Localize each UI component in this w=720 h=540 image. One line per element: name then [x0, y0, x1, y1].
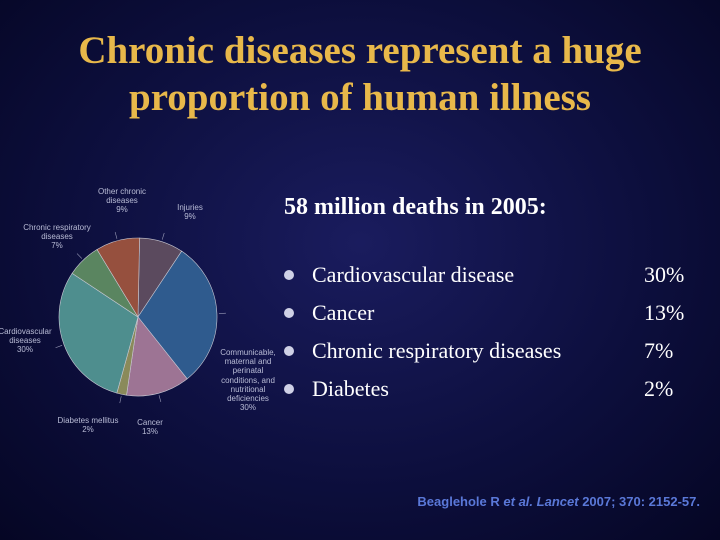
list-item-label: Cardiovascular disease: [312, 262, 515, 287]
list-item-value: 30%: [644, 262, 685, 287]
list-item: Cardiovascular disease 30%: [284, 256, 704, 294]
slide-title: Chronic diseases represent a huge propor…: [0, 28, 720, 122]
pie-slice-label: Injuries 9%: [177, 203, 203, 222]
pie-svg: [55, 231, 226, 404]
list-item-label: Chronic respiratory diseases: [312, 338, 562, 363]
pie-slice-label: Cancer 13%: [137, 418, 163, 437]
pie-leader-line: [76, 253, 83, 259]
pie-leader-line: [114, 231, 118, 239]
list-item-value: 7%: [644, 338, 674, 363]
pie-slice-label: Cardiovascular diseases 30%: [0, 327, 52, 355]
pie-leader-line: [161, 232, 165, 240]
disease-list: Cardiovascular disease 30% Cancer 13% Ch…: [284, 256, 704, 408]
pie-slice: [96, 237, 140, 319]
pie-slice: [126, 316, 188, 397]
list-item: Diabetes 2%: [284, 370, 704, 408]
pie-leader-line: [158, 395, 162, 403]
citation-ref: 2007; 370: 2152-57.: [582, 494, 700, 509]
pie-slice-label: Diabetes mellitus 2%: [57, 416, 119, 435]
bullet-icon: [284, 384, 294, 394]
list-item: Chronic respiratory diseases 7%: [284, 332, 704, 370]
pie-leader-line: [119, 396, 122, 404]
citation: Beaglehole R et al. Lancet 2007; 370: 21…: [417, 494, 700, 509]
list-item-label: Cancer: [312, 300, 375, 325]
pie-slice-label: Other chronic diseases 9%: [97, 187, 147, 215]
list-item-value: 13%: [644, 300, 685, 325]
citation-journal: Lancet: [536, 494, 579, 509]
list-item: Cancer 13%: [284, 294, 704, 332]
pie-slice: [137, 250, 218, 380]
bullet-icon: [284, 270, 294, 280]
list-item-value: 2%: [644, 376, 674, 401]
citation-authors: Beaglehole R: [417, 494, 500, 509]
list-item-label: Diabetes: [312, 376, 389, 401]
pie-chart: Injuries 9% Communicable, maternal and perin…: [0, 180, 276, 440]
pie-slice: [58, 272, 139, 394]
pie-slice-label: Communicable, maternal and perinatal condit…: [220, 348, 276, 413]
bullet-icon: [284, 308, 294, 318]
bullet-icon: [284, 346, 294, 356]
title-line-1: Chronic diseases represent a huge: [78, 29, 642, 72]
citation-etal: et al.: [503, 494, 534, 509]
title-line-2: proportion of human illness: [129, 75, 591, 119]
pie-leader-line: [55, 345, 63, 349]
deaths-subtitle: 58 million deaths in 2005:: [284, 194, 547, 220]
pie-slice-label: Chronic respiratory diseases 7%: [23, 223, 91, 251]
